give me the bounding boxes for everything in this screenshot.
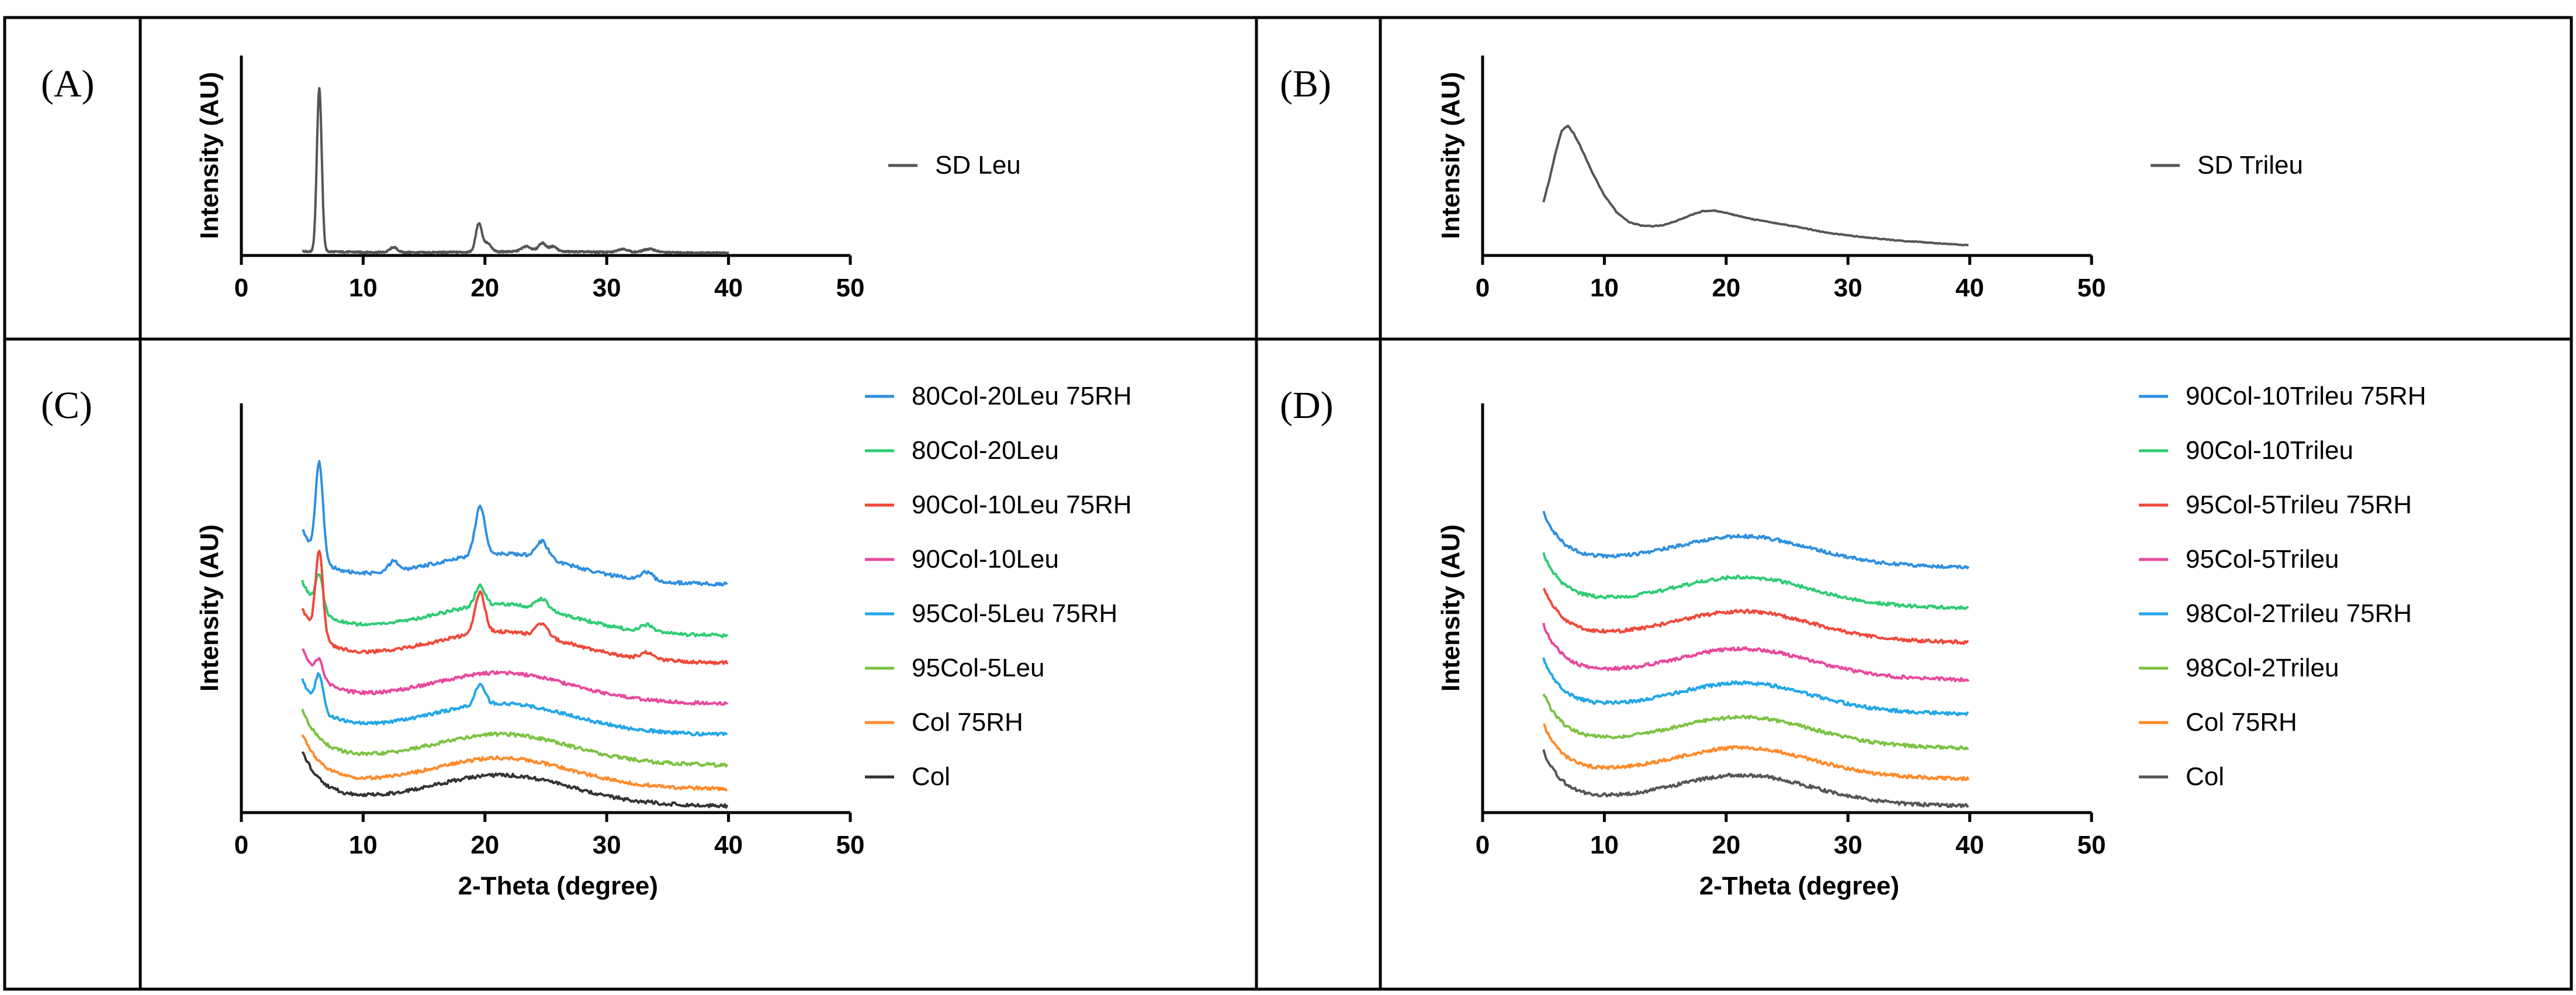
legend-label: SD Leu: [935, 151, 1021, 179]
y-axis-label: Intensity (AU): [195, 524, 224, 692]
series-line: [1542, 723, 1970, 782]
series-line: [1542, 125, 1969, 247]
x-tick-label: 10: [1590, 274, 1619, 302]
series-line: [301, 573, 729, 638]
series-line: [1542, 552, 1969, 610]
legend-label: 95Col-5Leu 75RH: [912, 599, 1117, 628]
legend-label: 90Col-10Leu 75RH: [912, 490, 1132, 519]
series-line: [302, 460, 728, 587]
series-line: [301, 734, 728, 792]
x-tick-label: 0: [1476, 274, 1490, 302]
y-axis-label: Intensity (AU): [1436, 524, 1465, 692]
legend-label: 98Col-2Trileu: [2186, 654, 2339, 682]
panel-label-c: (C): [41, 384, 92, 427]
legend-label: 80Col-20Leu: [912, 436, 1059, 465]
series-line: [302, 87, 730, 255]
y-axis-label: Intensity (AU): [1436, 72, 1465, 239]
x-tick-label: 0: [234, 274, 248, 302]
chart-c: 0 10 20 30 40 50 Intensity (AU) 2-Theta (degree…: [195, 382, 1132, 900]
legend-label: Col 75RH: [912, 708, 1023, 737]
x-tick-label: 30: [593, 274, 621, 302]
x-axis-label: 2-Theta (degree): [458, 872, 658, 900]
x-tick-label: 0: [234, 831, 248, 859]
series-line: [1542, 588, 1969, 645]
x-tick-label: 30: [1834, 831, 1862, 859]
chart-b: 0 10 20 30 40 50 Intensity (AU) SD Trileu: [1436, 56, 2303, 302]
x-tick-label: 10: [349, 274, 378, 302]
series-line: [301, 672, 728, 737]
x-tick-label: 20: [470, 274, 499, 302]
x-tick-label: 20: [1712, 274, 1740, 302]
x-tick-label: 50: [836, 831, 865, 859]
series-line: [301, 709, 729, 768]
legend-label: Col: [2186, 762, 2224, 791]
legend-label: Col: [912, 762, 950, 791]
series-line: [1542, 510, 1970, 569]
legend-label: 95Col-5Leu: [912, 654, 1045, 682]
chart-a: 0 10 20 30 40 50 Intensity (AU) SD Leu: [195, 56, 1021, 302]
panel-label-a: (A): [41, 63, 95, 105]
series-line: [1542, 657, 1969, 717]
x-tick-label: 50: [836, 274, 865, 302]
x-tick-label: 30: [593, 831, 621, 859]
legend-label: 98Col-2Trileu 75RH: [2186, 599, 2412, 628]
series-line: [1542, 749, 1969, 809]
x-tick-label: 10: [1590, 831, 1619, 859]
panel-label-d: (D): [1280, 384, 1334, 427]
x-tick-label: 40: [714, 831, 743, 859]
panel-label-b: (B): [1280, 63, 1331, 105]
legend-label: 90Col-10Leu: [912, 545, 1059, 573]
legend-label: 95Col-5Trileu: [2186, 545, 2339, 573]
x-tick-label: 10: [349, 831, 378, 859]
series-line: [1542, 623, 1970, 683]
legend-label: 95Col-5Trileu 75RH: [2186, 490, 2412, 519]
table-frame: [3, 16, 2573, 991]
series-line: [301, 751, 729, 809]
y-axis-label: Intensity (AU): [195, 72, 224, 239]
x-tick-label: 50: [2078, 274, 2106, 302]
x-tick-label: 20: [1712, 831, 1740, 859]
x-tick-label: 30: [1834, 274, 1862, 302]
x-tick-label: 40: [1955, 274, 1984, 302]
x-tick-label: 50: [2078, 831, 2106, 859]
series-line: [1542, 693, 1969, 751]
x-tick-label: 20: [470, 831, 499, 859]
legend-label: 80Col-20Leu 75RH: [912, 382, 1132, 410]
series-line: [301, 550, 729, 665]
x-axis-label: 2-Theta (degree): [1699, 872, 1899, 900]
x-tick-label: 40: [714, 274, 743, 302]
legend-label: Col 75RH: [2186, 708, 2297, 737]
legend-label: 90Col-10Trileu 75RH: [2186, 382, 2426, 410]
legend-label: 90Col-10Trileu: [2186, 436, 2353, 465]
series-line: [301, 648, 728, 706]
x-tick-label: 0: [1476, 831, 1490, 859]
legend-label: SD Trileu: [2197, 151, 2303, 179]
chart-d: 0 10 20 30 40 50 Intensity (AU) 2-Theta (degree…: [1436, 382, 2426, 900]
x-tick-label: 40: [1955, 831, 1984, 859]
